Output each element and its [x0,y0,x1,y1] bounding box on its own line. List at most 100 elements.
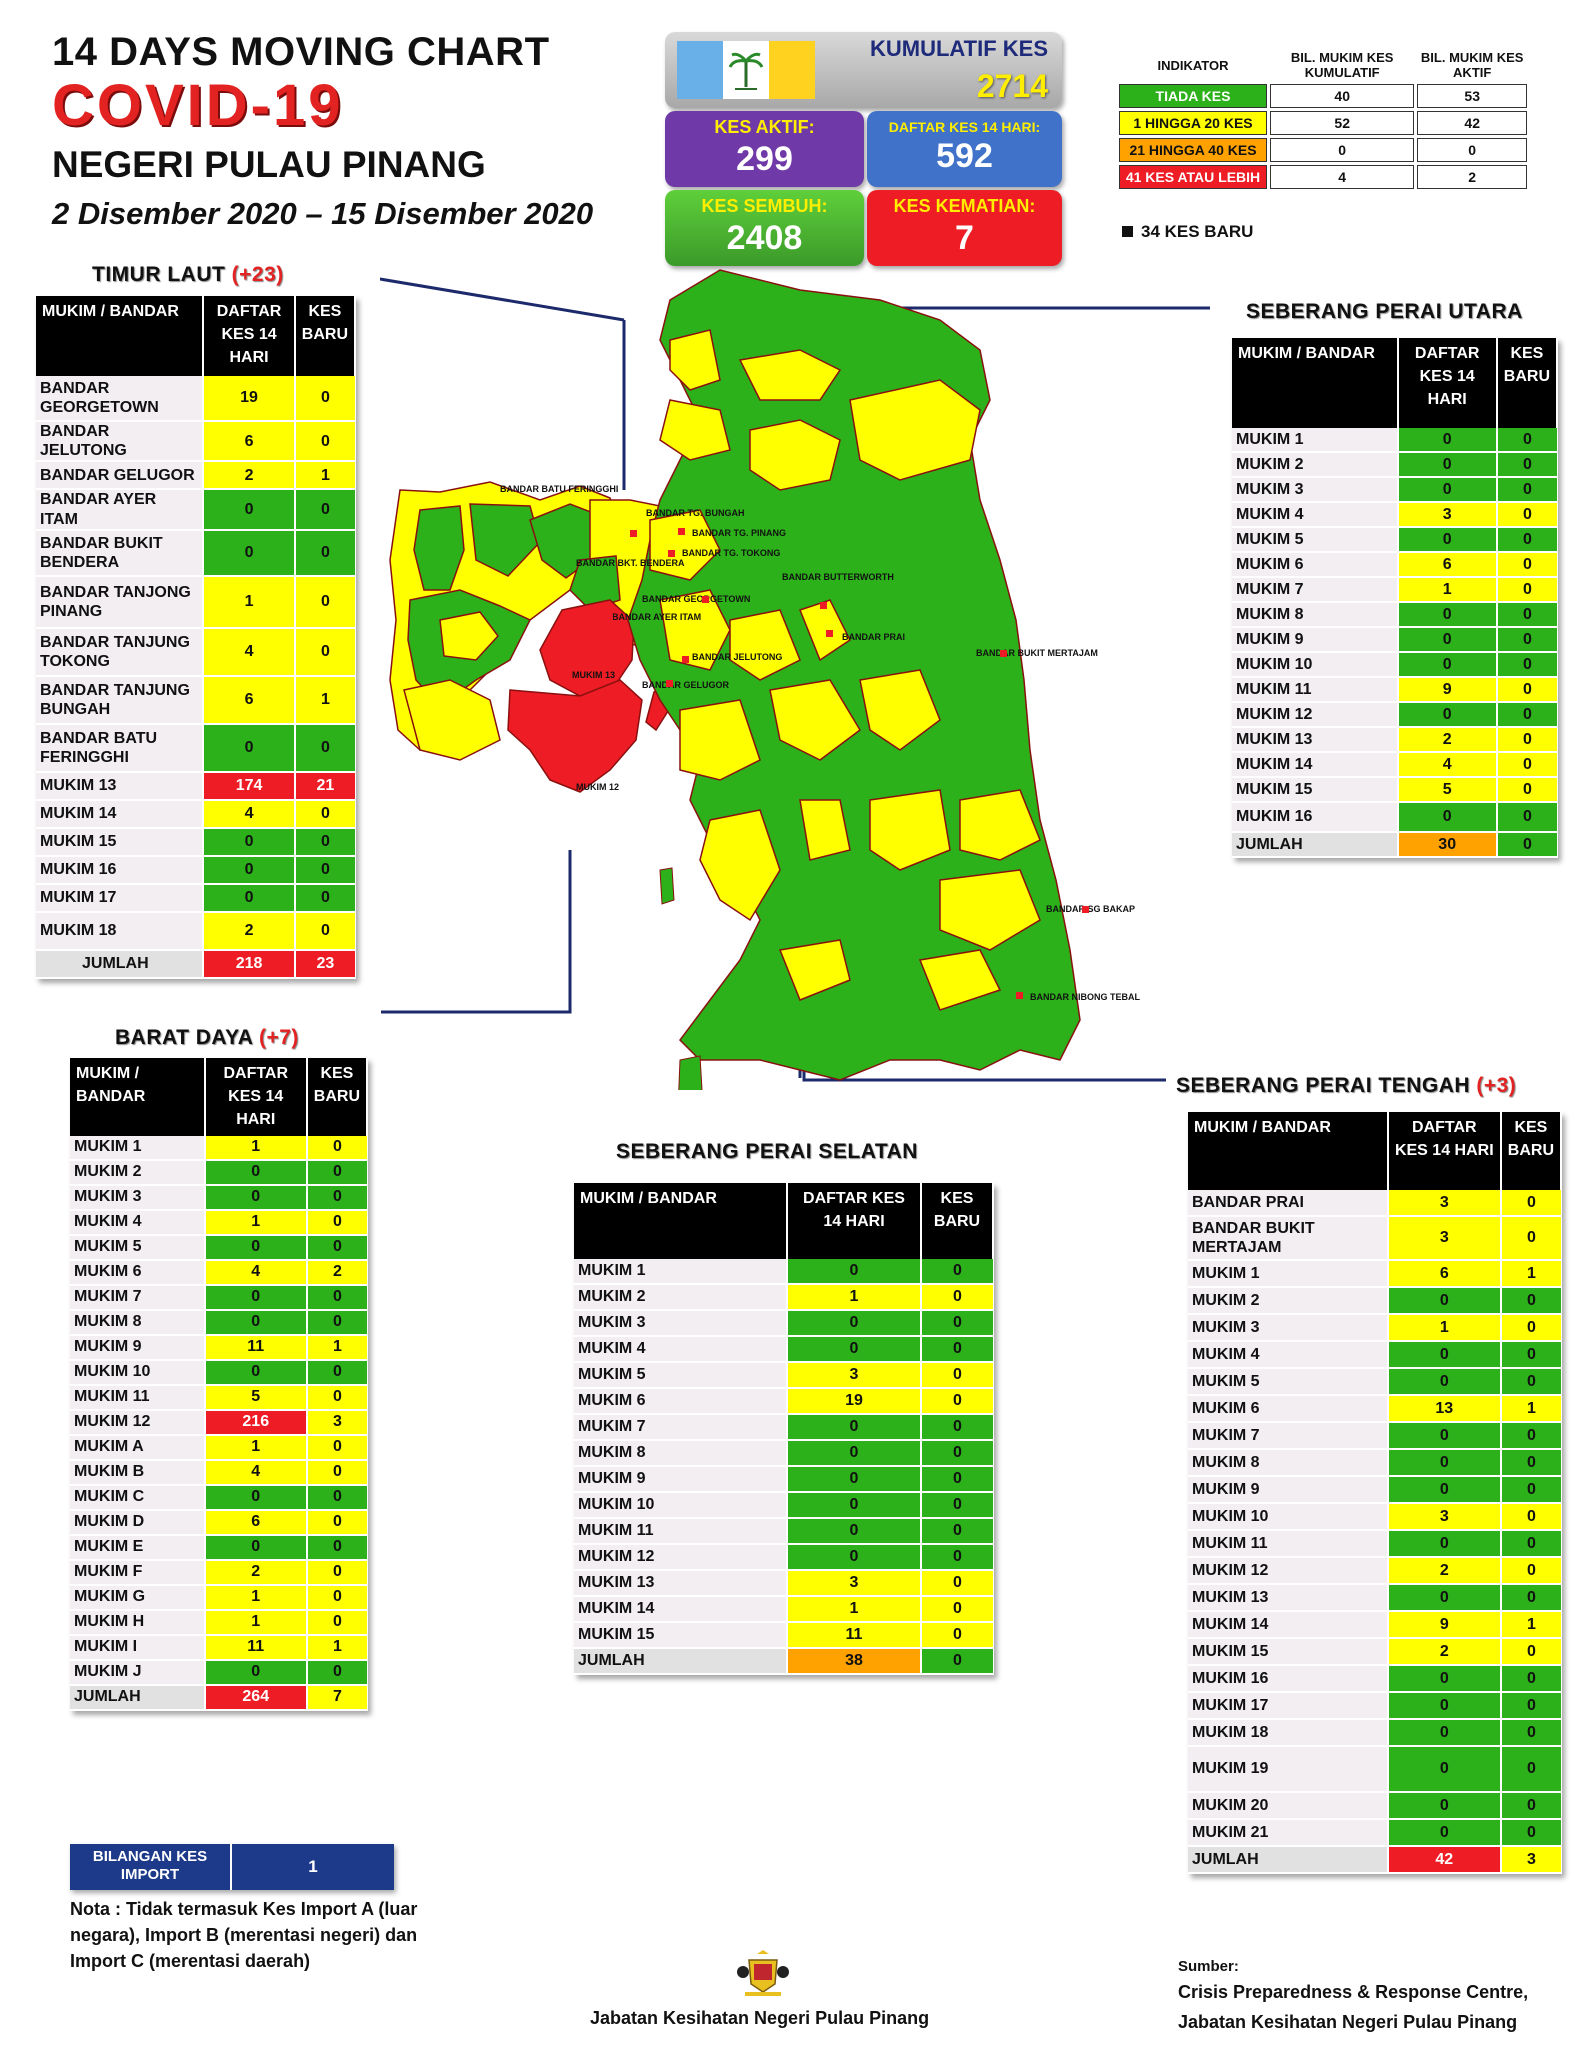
chart-title: 14 DAYS MOVING CHART [52,30,550,74]
table-row: BANDAR GELUGOR 2 1 [36,461,355,491]
kes-baru-cell: 0 [920,1544,993,1571]
daftar-cell: 174 [202,771,295,801]
daftar-cell: 1 [786,1596,921,1623]
mukim-name: MUKIM 11 [574,1518,787,1545]
map-label: BANDAR SG BAKAP [1046,904,1135,914]
mukim-name: MUKIM 1 [70,1135,205,1161]
kes-baru-cell: 0 [920,1518,993,1545]
column-header: MUKIM / BANDAR [1232,338,1399,428]
daftar-cell: 0 [1386,1692,1501,1720]
kes-baru-cell: 0 [920,1388,993,1415]
daftar-cell: 0 [1386,1819,1501,1847]
kematian-box: KES KEMATIAN: 7 [867,190,1062,266]
kumulatif-label: KUMULATIF KES [869,36,1048,61]
date-range: 2 Disember 2020 – 15 Disember 2020 [52,196,594,231]
mukim-name: MUKIM I [70,1634,205,1661]
total-label: JUMLAH [70,1684,205,1711]
map-label: BANDAR JELUTONG [692,652,782,662]
kes-baru-cell: 0 [920,1466,993,1493]
table-row: BANDAR BUKIT MERTAJAM 3 0 [1188,1216,1561,1261]
kes-baru-cell: 0 [1499,1422,1561,1450]
column-header: DAFTAR KES 14 HARI [1387,1112,1502,1190]
kes-baru-cell: 0 [1499,1819,1561,1847]
mukim-name: MUKIM 2 [1188,1287,1388,1315]
indicator-kumulatif: 0 [1270,138,1415,162]
kes-baru-cell: 0 [1495,752,1557,778]
indicator-kumulatif: 40 [1270,84,1415,108]
daftar-cell: 0 [1386,1341,1501,1369]
spu-title: SEBERANG PERAI UTARA [1246,300,1523,324]
mukim-name: MUKIM D [70,1509,205,1536]
kes-baru-cell: 0 [920,1310,993,1337]
daftar-cell: 3 [1396,502,1497,528]
daftar-cell: 0 [1386,1449,1501,1477]
daftar-cell: 2 [1386,1638,1501,1666]
daftar-cell: 0 [1386,1584,1501,1612]
total-row: JUMLAH 264 7 [70,1684,367,1711]
source-line1: Crisis Preparedness & Response Centre, [1178,1982,1529,2002]
daftar-cell: 0 [786,1310,921,1337]
kes-baru-cell: 0 [1499,1287,1561,1315]
kes-baru-cell: 0 [293,827,355,857]
daftar-cell: 13 [1386,1395,1501,1423]
indicator-aktif: 2 [1417,165,1527,189]
table-row: MUKIM 20 0 0 [1188,1792,1561,1820]
kes-baru-cell: 0 [920,1362,993,1389]
total-value: 30 [1396,832,1497,858]
table-row: MUKIM 12 216 3 [70,1409,367,1436]
kes-baru-cell: 1 [293,461,355,491]
daftar-cell: 0 [1386,1368,1501,1396]
kes-baru-cell: 0 [293,376,355,422]
kes-baru-cell: 0 [920,1492,993,1519]
new-cases-note: 34 KES BARU [1122,222,1253,242]
kes-baru-cell: 0 [305,1309,367,1336]
column-header: MUKIM / BANDAR [36,296,205,376]
kes-baru-cell: 0 [1495,552,1557,578]
kes-baru-cell: 0 [293,575,355,629]
daftar-cell: 6 [1396,552,1497,578]
mukim-name: BANDAR PRAI [1188,1190,1388,1217]
kes-baru-cell: 0 [305,1434,367,1461]
kes-baru-cell: 0 [1495,527,1557,553]
table-row: MUKIM 14 4 0 [36,799,355,829]
kes-baru-cell: 0 [293,489,355,531]
mukim-name: MUKIM 12 [574,1544,787,1571]
kes-baru-cell: 0 [1499,1476,1561,1504]
daftar-cell: 2 [203,1559,307,1586]
daftar-cell: 1 [1396,577,1497,603]
table-row: MUKIM 19 0 0 [1188,1746,1561,1793]
mukim-name: MUKIM 1 [1232,428,1398,453]
spu-table: MUKIM / BANDAR DAFTAR KES 14 HARI KES BARU… [1232,338,1559,858]
daftar-cell: 0 [203,1484,307,1511]
daftar-cell: 0 [202,529,295,577]
table-row: BANDAR PRAI 3 0 [1188,1190,1561,1217]
mukim-name: MUKIM 7 [574,1414,787,1441]
total-value: 0 [1495,832,1557,858]
daftar-cell: 0 [1396,602,1497,628]
kes-baru-cell: 0 [305,1534,367,1561]
total-value: 264 [203,1684,307,1711]
table-row: MUKIM I 11 1 [70,1634,367,1661]
mainland-outline [627,269,1081,1081]
mukim-name: BANDAR TANJUNG TOKONG [36,627,204,677]
daftar-cell: 19 [786,1388,921,1415]
mukim-name: MUKIM 10 [574,1492,787,1519]
mukim-name: MUKIM 13 [574,1570,787,1597]
daftar-cell: 0 [1396,702,1497,728]
coat-of-arms-logo [735,1950,791,1998]
column-header: MUKIM / BANDAR [574,1183,788,1259]
mukim-name: BANDAR TANJONG PINANG [36,575,204,629]
daftar-cell: 3 [786,1570,921,1597]
kes-baru-cell: 0 [305,1135,367,1161]
mukim-name: MUKIM 6 [1232,552,1398,578]
